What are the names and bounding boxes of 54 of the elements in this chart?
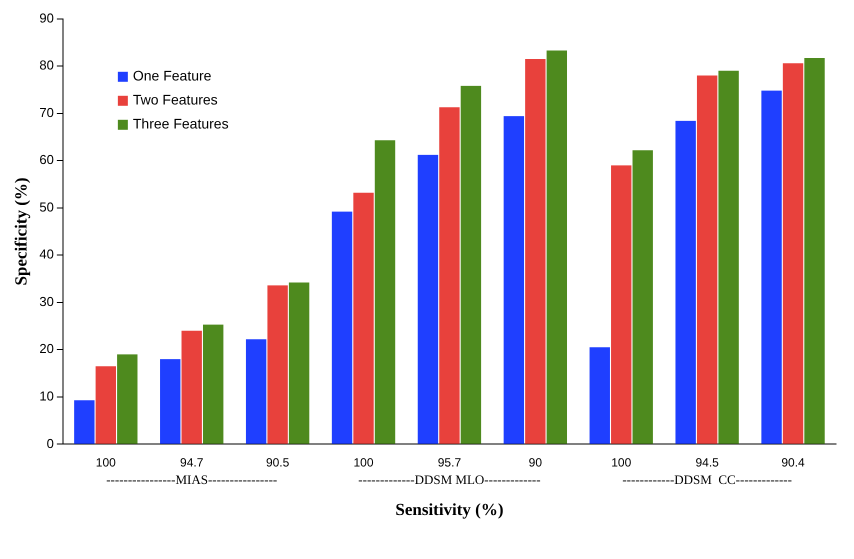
bar [439,107,460,444]
x-axis-title: Sensitivity (%) [395,500,504,520]
bar [74,400,95,444]
text: -------------DDSM MLO------------- [358,472,541,488]
bar [761,90,782,444]
bar [525,58,546,444]
bar [374,140,396,444]
bar [718,70,739,444]
x-tick-label: 90.4 [781,456,806,470]
bar [160,359,180,444]
bar [590,347,610,444]
bar [546,50,568,444]
bar [117,354,138,444]
bar [202,324,224,444]
y-axis-title: Specificity (%) [12,177,31,286]
bar [418,154,438,444]
bar [460,86,482,444]
bar [696,76,718,444]
y-tick-label: 0 [46,436,54,451]
x-tick-label: 94.7 [180,456,204,470]
x-tick-label: 100 [611,456,632,470]
bar [246,339,266,444]
legend-label: Two Features [132,92,218,108]
x-tick-label: 100 [354,456,374,470]
legend-label: Three Features [132,116,229,132]
bar [782,63,804,444]
y-tick-label: 20 [39,341,54,356]
bar [804,58,825,444]
y-tick-label: 70 [39,104,54,120]
bar [267,285,288,444]
text: ----------------MIAS---------------- [106,472,278,488]
bar [182,330,202,444]
bar [332,212,352,444]
bar [632,150,653,444]
y-tick-label: 90 [39,10,54,26]
y-tick-label: 60 [39,152,54,168]
bar [353,192,374,444]
bar [611,165,632,444]
y-tick-label: 80 [39,58,54,73]
bar [504,116,524,444]
bar [288,282,310,444]
x-tick-label: 90 [528,456,542,470]
y-tick-label: 10 [39,388,54,404]
y-tick-label: 40 [39,246,54,262]
y-tick-label: 30 [39,294,54,309]
bar [96,366,116,444]
x-tick-label: 90.5 [266,456,290,470]
x-tick-label: 94.5 [695,456,720,470]
y-tick-label: 50 [39,199,54,214]
legend-label: One Feature [132,68,212,84]
text: ------------DDSM CC------------- [622,472,792,488]
bar [675,120,696,444]
x-tick-label: 95.7 [438,456,462,470]
x-tick-label: 100 [96,456,116,470]
